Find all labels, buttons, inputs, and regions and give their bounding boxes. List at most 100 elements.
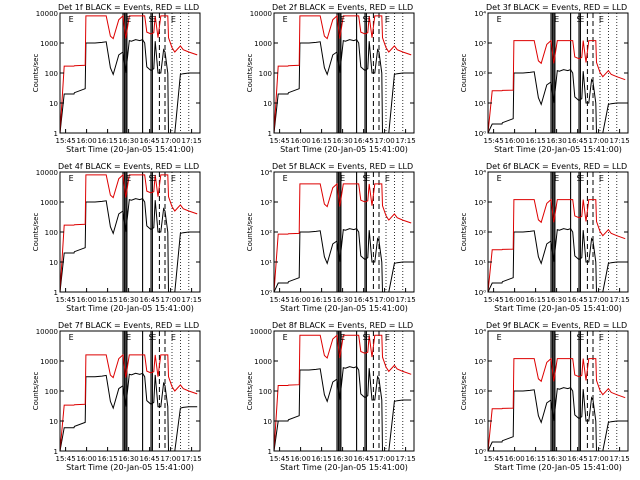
top-marker-label: E	[554, 174, 559, 183]
y-tick-label: 1	[54, 130, 58, 138]
x-axis-label: Start Time (20-Jan-05 15:41:00)	[280, 145, 408, 154]
x-tick-label: 17:15	[396, 455, 416, 463]
panel-title: Det 5f BLACK = Events, RED = LLD	[272, 162, 413, 171]
y-tick-label: 10000	[250, 328, 272, 336]
top-marker-label: S	[576, 333, 581, 342]
x-tick-label: 15:45	[484, 296, 504, 304]
x-tick-label: 16:30	[333, 137, 353, 145]
x-tick-label: 16:15	[98, 455, 118, 463]
top-marker-label: E	[171, 15, 176, 24]
y-tick-label: 10⁴	[474, 10, 486, 18]
x-tick-label: 16:15	[526, 296, 546, 304]
x-tick-label: 16:45	[140, 137, 160, 145]
top-marker-label: E	[126, 333, 131, 342]
top-marker-label: E	[599, 15, 604, 24]
y-tick-label: 100	[45, 229, 58, 237]
y-tick-label: 1000	[40, 40, 58, 48]
x-tick-label: 16:45	[568, 296, 588, 304]
top-marker-label: E	[69, 15, 74, 24]
y-axis-label: Counts/sec	[32, 54, 40, 93]
top-marker-label: E	[171, 333, 176, 342]
x-tick-label: 16:30	[547, 137, 567, 145]
y-tick-label: 10⁴	[260, 169, 272, 177]
y-tick-label: 10⁰	[474, 289, 486, 297]
series-lld-line	[488, 198, 626, 292]
x-tick-label: 17:00	[161, 137, 181, 145]
x-tick-label: 17:15	[182, 455, 202, 463]
y-tick-label: 1000	[254, 40, 272, 48]
top-marker-label: E	[151, 174, 156, 183]
top-marker-label: E	[69, 333, 74, 342]
y-tick-label: 1	[54, 289, 58, 297]
top-marker-label: E	[69, 174, 74, 183]
x-tick-label: 17:00	[589, 455, 609, 463]
top-marker-label: E	[126, 174, 131, 183]
x-axis-label: Start Time (20-Jan-05 15:41:00)	[66, 463, 194, 472]
x-axis-label: Start Time (20-Jan-05 15:41:00)	[280, 463, 408, 472]
top-marker-label: E	[579, 174, 584, 183]
x-tick-label: 16:45	[140, 296, 160, 304]
y-axis-label: Counts/sec	[32, 213, 40, 252]
x-tick-label: 16:45	[354, 296, 374, 304]
x-tick-label: 16:00	[505, 455, 525, 463]
top-marker-label: S	[148, 174, 153, 183]
y-tick-label: 1	[268, 448, 272, 456]
top-marker-label: E	[497, 333, 502, 342]
series-events-line	[274, 365, 412, 451]
top-marker-label: E	[340, 174, 345, 183]
top-marker-label: S	[362, 15, 367, 24]
x-tick-label: 16:15	[98, 296, 118, 304]
x-tick-label: 17:15	[182, 296, 202, 304]
x-tick-label: 16:15	[98, 137, 118, 145]
top-marker-label: E	[497, 174, 502, 183]
x-tick-label: 17:00	[375, 296, 395, 304]
top-marker-label: E	[151, 333, 156, 342]
x-tick-label: 16:15	[312, 455, 332, 463]
x-tick-label: 17:15	[610, 455, 630, 463]
x-tick-label: 16:30	[119, 296, 139, 304]
plot-area	[274, 13, 412, 133]
series-events-line	[60, 197, 198, 292]
x-tick-label: 16:00	[77, 296, 97, 304]
top-marker-label: E	[385, 15, 390, 24]
x-tick-label: 17:15	[610, 137, 630, 145]
series-events-line	[274, 227, 412, 292]
panel-title: Det 7f BLACK = Events, RED = LLD	[58, 321, 199, 330]
x-tick-label: 17:15	[396, 137, 416, 145]
x-tick-label: 17:15	[396, 296, 416, 304]
x-tick-label: 16:00	[291, 137, 311, 145]
top-marker-label: E	[283, 174, 288, 183]
x-tick-label: 16:45	[140, 455, 160, 463]
x-tick-label: 16:15	[526, 137, 546, 145]
plot-area	[488, 331, 626, 451]
y-tick-label: 10	[49, 418, 58, 426]
x-tick-label: 16:45	[568, 455, 588, 463]
x-tick-label: 16:00	[77, 137, 97, 145]
y-tick-label: 1000	[254, 358, 272, 366]
x-axis-label: Start Time (20-Jan-05 15:41:00)	[494, 145, 622, 154]
plot-area	[488, 13, 626, 133]
x-tick-label: 17:00	[589, 296, 609, 304]
x-axis-label: Start Time (20-Jan-05 15:41:00)	[494, 463, 622, 472]
top-marker-label: E	[599, 333, 604, 342]
x-tick-label: 16:15	[312, 296, 332, 304]
y-axis-label: Counts/sec	[246, 372, 254, 411]
y-tick-label: 10000	[36, 10, 58, 18]
top-marker-label: E	[554, 15, 559, 24]
x-tick-label: 16:30	[119, 455, 139, 463]
series-events-line	[488, 386, 626, 451]
y-tick-label: 10¹	[474, 418, 486, 426]
series-lld-line	[60, 353, 198, 451]
x-tick-label: 16:00	[291, 455, 311, 463]
x-axis-label: Start Time (20-Jan-05 15:41:00)	[280, 304, 408, 313]
top-marker-label: E	[599, 174, 604, 183]
top-marker-label: E	[385, 333, 390, 342]
y-axis-label: Counts/sec	[460, 213, 468, 252]
series-lld-line	[274, 14, 412, 133]
top-marker-label: S	[148, 15, 153, 24]
